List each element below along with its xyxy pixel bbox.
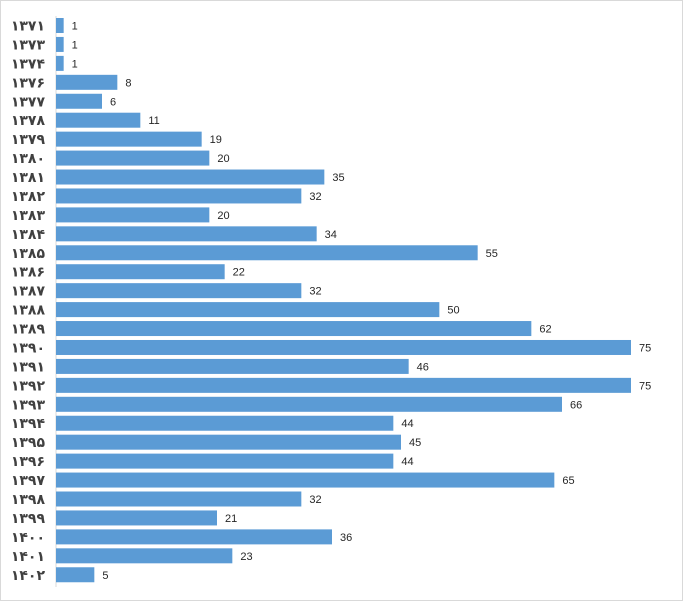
category-tick-label: ۱۳۸۴ xyxy=(11,227,46,243)
bars-layer xyxy=(56,18,631,583)
category-tick-label: ۱۳۸۸ xyxy=(11,303,46,319)
data-label: 8 xyxy=(125,77,131,89)
data-label: 1 xyxy=(72,58,78,70)
data-label: 5 xyxy=(102,570,108,582)
bar xyxy=(56,169,325,185)
data-label: 75 xyxy=(639,342,651,354)
category-tick-label: ۱۳۸۳ xyxy=(11,208,46,224)
bar xyxy=(56,55,64,71)
bar xyxy=(56,415,394,431)
bar xyxy=(56,150,210,166)
category-tick-label: ۱۳۸۰ xyxy=(11,151,45,167)
bar xyxy=(56,283,302,299)
category-tick-label: ۱۳۸۲ xyxy=(11,189,46,205)
category-tick-label: ۱۳۷۷ xyxy=(11,94,46,110)
data-label: 45 xyxy=(409,437,421,449)
bar xyxy=(56,472,555,488)
data-label: 65 xyxy=(562,475,574,487)
bar xyxy=(56,358,409,374)
category-tick-label: ۱۴۰۱ xyxy=(11,549,45,565)
data-label: 11 xyxy=(148,115,159,127)
category-tick-label: ۱۳۹۲ xyxy=(11,378,46,394)
bar xyxy=(56,188,302,204)
category-tick-label: ۱۳۷۹ xyxy=(11,132,46,148)
data-label: 36 xyxy=(340,532,352,544)
data-label: 19 xyxy=(210,134,222,146)
bar xyxy=(56,18,64,33)
data-label: 62 xyxy=(539,324,551,336)
bar xyxy=(56,339,631,355)
data-labels: 1118611192035322034552232506275467566444… xyxy=(72,21,652,582)
category-tick-label: ۱۳۹۵ xyxy=(11,435,46,451)
category-tick-label: ۱۳۷۴ xyxy=(11,56,46,72)
data-label: 50 xyxy=(447,305,459,317)
category-tick-label: ۱۴۰۰ xyxy=(11,530,45,546)
data-label: 1 xyxy=(72,21,78,33)
category-tick-label: ۱۳۹۷ xyxy=(11,473,46,489)
category-tick-label: ۱۳۸۹ xyxy=(11,322,46,338)
bar xyxy=(56,567,95,583)
category-tick-label: ۱۳۷۶ xyxy=(11,75,45,91)
category-tick-label: ۱۳۸۷ xyxy=(11,284,46,300)
category-tick-label: ۱۴۰۲ xyxy=(11,568,46,584)
category-labels: ۱۳۷۱ ۱۳۷۳ ۱۳۷۴ ۱۳۷۶ ۱۳۷۷ ۱۳۷۸ ۱۳۷۹ ۱۳۸۰ ۱۳۸۱ ۱۳۸۲… xyxy=(11,19,46,584)
data-label: 35 xyxy=(332,172,344,184)
bar xyxy=(56,548,233,564)
bar xyxy=(56,207,210,223)
category-tick-label: ۱۳۹۱ xyxy=(11,359,45,375)
data-label: 46 xyxy=(417,361,429,373)
category-tick-label: ۱۳۹۴ xyxy=(11,416,46,432)
data-label: 32 xyxy=(309,191,321,203)
bar xyxy=(56,434,401,450)
category-tick-label: ۱۳۹۹ xyxy=(11,511,46,527)
data-label: 55 xyxy=(486,248,498,260)
data-label: 32 xyxy=(309,494,321,506)
data-label: 20 xyxy=(217,153,229,165)
data-label: 23 xyxy=(240,551,252,563)
bar xyxy=(56,245,478,261)
bar xyxy=(56,529,332,545)
category-tick-label: ۱۳۸۵ xyxy=(11,246,46,262)
category-tick-label: ۱۳۹۸ xyxy=(11,492,46,508)
bar xyxy=(56,396,562,412)
data-label: 22 xyxy=(233,267,245,279)
category-tick-label: ۱۳۹۳ xyxy=(11,397,46,413)
data-label: 34 xyxy=(325,229,337,241)
category-tick-label: ۱۳۸۱ xyxy=(11,170,45,186)
data-label: 66 xyxy=(570,399,582,411)
category-tick-label: ۱۳۷۸ xyxy=(11,113,46,129)
data-label: 44 xyxy=(401,418,413,430)
bar xyxy=(56,510,217,526)
bar xyxy=(56,131,202,147)
data-label: 20 xyxy=(217,210,229,222)
data-label: 75 xyxy=(639,380,651,392)
bar xyxy=(56,302,440,318)
bar xyxy=(56,264,225,280)
category-tick-label: ۱۳۷۱ xyxy=(11,19,45,35)
category-tick-label: ۱۳۸۶ xyxy=(11,265,45,281)
data-label: 44 xyxy=(401,456,413,468)
bar xyxy=(56,36,64,52)
bar xyxy=(56,321,532,337)
category-tick-label: ۱۳۷۳ xyxy=(11,37,46,53)
data-label: 1 xyxy=(72,39,78,51)
bar xyxy=(56,226,317,242)
category-tick-label: ۱۳۹۶ xyxy=(11,454,45,470)
data-label: 32 xyxy=(309,286,321,298)
category-tick-label: ۱۳۹۰ xyxy=(11,340,45,356)
bar xyxy=(56,491,302,507)
bar xyxy=(56,93,102,109)
bar xyxy=(56,377,631,393)
bar xyxy=(56,112,141,128)
bar xyxy=(56,453,394,469)
data-label: 6 xyxy=(110,96,116,108)
data-label: 21 xyxy=(225,513,237,525)
bar xyxy=(56,74,118,90)
